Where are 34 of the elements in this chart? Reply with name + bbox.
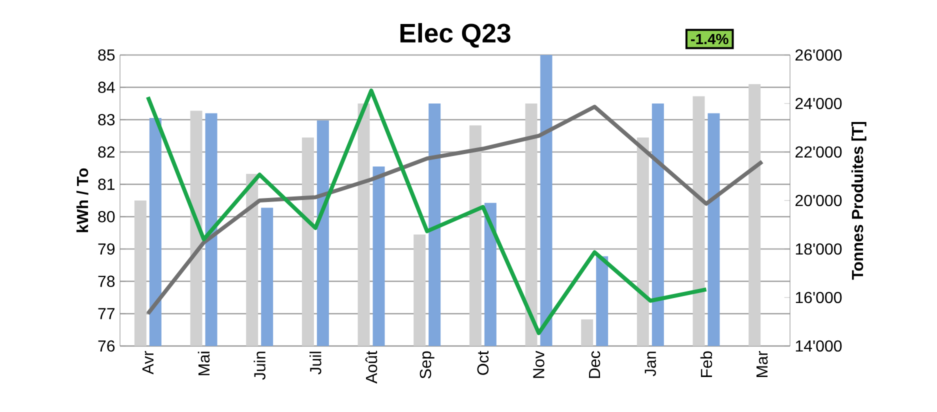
y-tick-label: 77 — [98, 308, 114, 320]
y-tick-label: 82 — [98, 146, 114, 158]
y2-axis-title: Tonnes Produites [T] — [851, 122, 866, 280]
y2-tick-label: 26'000 — [796, 49, 842, 61]
x-tick-label: Mar — [756, 350, 768, 377]
y-tick-label: 80 — [98, 211, 115, 222]
y-tick-label: 78 — [98, 276, 115, 287]
y-tick-label: 85 — [98, 49, 115, 61]
y-tick-label: 76 — [98, 340, 115, 352]
x-tick-label: Mai — [198, 352, 210, 376]
x-tick-label: Avr — [142, 350, 154, 374]
x-tick-label: Sep — [420, 351, 434, 378]
x-tick-label: Août — [365, 350, 378, 384]
y-tick-label: 84 — [98, 82, 115, 93]
y2-tick-label: 20'000 — [796, 194, 842, 206]
text: -1.4% — [691, 34, 728, 44]
x-tick-label: Feb — [700, 351, 712, 377]
y2-tick-label: 14'000 — [796, 340, 842, 352]
y-tick-label: 79 — [98, 243, 115, 255]
y-tick-label: 83 — [98, 114, 115, 126]
y-tick-label: 81 — [98, 178, 115, 190]
y2-tick-label: 22'000 — [796, 146, 842, 158]
line-series — [146, 88, 708, 336]
y2-tick-label: 18'000 — [796, 243, 842, 255]
x-tick-label: Juil — [310, 352, 322, 374]
y2-tick-label: 16'000 — [796, 292, 842, 304]
x-tick-label: Oct — [477, 350, 489, 375]
y2-tick-label: 24'000 — [796, 98, 842, 110]
x-tick-label: Dec — [589, 351, 600, 378]
y-axis-title: kWh / To — [76, 168, 88, 232]
x-tick-label: Nov — [533, 350, 544, 378]
x-tick-label: Juin — [254, 352, 266, 380]
x-tick-label: Jan — [644, 352, 656, 376]
chart-title: Elec Q23 — [400, 23, 510, 48]
